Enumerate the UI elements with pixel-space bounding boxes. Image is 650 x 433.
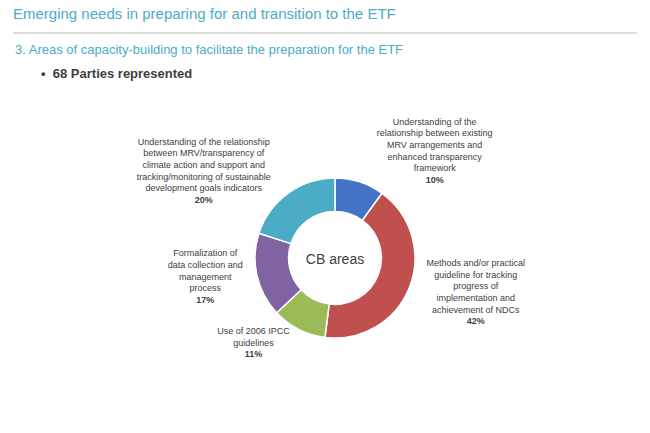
svg-text:3. Areas of capacity-building: 3. Areas of capacity-building to facilit… — [15, 42, 403, 57]
svg-text:• 68 Parties represented: • 68 Parties represented — [41, 66, 192, 81]
svg-text:Formalization ofdata collectio: Formalization ofdata collection andmanag… — [168, 248, 243, 305]
svg-text:CB areas: CB areas — [306, 251, 364, 267]
svg-text:Understanding of therelationsh: Understanding of therelationship between… — [377, 117, 493, 186]
svg-text:Methods and/or practicalguidel: Methods and/or practicalguideline for tr… — [427, 258, 526, 327]
svg-text:Use of 2006 IPCCguidelines11%: Use of 2006 IPCCguidelines11% — [217, 326, 290, 359]
svg-text:Emerging needs in preparing fo: Emerging needs in preparing for and tran… — [13, 5, 396, 22]
svg-text:Understanding of the relations: Understanding of the relationshipbetween… — [137, 137, 271, 206]
